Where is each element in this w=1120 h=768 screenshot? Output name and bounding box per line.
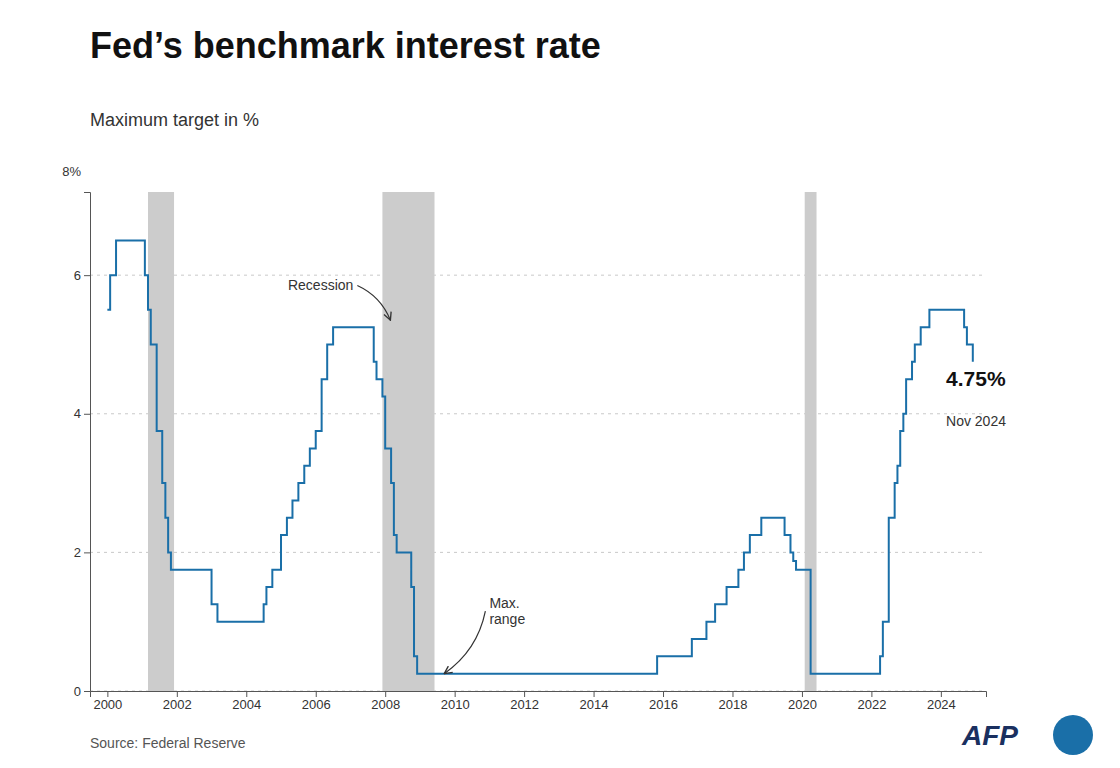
tick: 2002 [163,691,192,712]
tick-mark [246,691,247,697]
tick-label: 2010 [441,697,470,712]
tick-label: 2 [74,545,81,560]
chart-svg: 2000 2002 2004 2006 2008 2010 2012 2014 2016 2018… [0,0,1120,768]
tick-label: 2006 [302,697,331,712]
tick-mark [84,414,90,415]
tick-mark [84,275,90,276]
tick-label: 2002 [163,697,192,712]
tick: 2010 [441,691,470,712]
tick-mark [524,691,525,697]
annotation: Recession [288,277,353,293]
tick-label: 2016 [649,697,678,712]
tick: 2012 [510,691,539,712]
tick-mark [732,691,733,697]
x-axis: 2000 2002 2004 2006 2008 2010 2012 2014 2016 2018… [91,691,987,712]
tick-mark [84,691,90,692]
subtitle: Maximum target in % [90,110,259,130]
tick-label: 2018 [719,697,748,712]
tick-label: 2024 [927,697,956,712]
recession-bands [148,192,817,691]
tick-label: 6 [74,268,81,283]
tick: 2024 [927,691,956,712]
y-axis: 0 2 4 6 [74,193,91,699]
tick-label: 2012 [510,697,539,712]
tick: 2008 [371,691,400,712]
tick-label: 2004 [232,697,261,712]
tick: 0 [74,684,90,699]
tick-label: 2000 [93,697,122,712]
annotation-arrow [357,285,390,320]
axis-note: 8% [62,164,81,179]
tick-mark [107,691,108,697]
tick-mark [594,691,595,697]
tick: 2006 [302,691,331,712]
source: Source: Federal Reserve [90,735,246,751]
logo-circle [1053,715,1093,755]
annotations: 8% Recession Max.range 4.75% Nov 2024 [62,164,1006,674]
tick: 2018 [719,691,748,712]
annotation: Max.range [489,595,525,627]
tick-label: 2008 [371,697,400,712]
annotation-arrow [444,611,485,673]
recession-band [382,192,434,691]
tick-mark [871,691,872,697]
tick: 2014 [580,691,609,712]
tick-label: 2022 [857,697,886,712]
tick: 2016 [649,691,678,712]
chart-container: 2000 2002 2004 2006 2008 2010 2012 2014 2016 2018… [0,0,1120,768]
tick-mark [802,691,803,697]
tick-label: 2020 [788,697,817,712]
tick-mark [663,691,664,697]
logo-text: AFP [961,720,1018,751]
rate-line [107,241,972,674]
x-axis-line [91,692,987,698]
tick-mark [941,691,942,697]
tick-mark [84,552,90,553]
grid [90,275,986,691]
tick: 4 [74,406,90,421]
grid-line [90,275,986,276]
grid-line [90,552,986,553]
y-axis-line [84,193,91,692]
plot-area [107,192,972,691]
recession-band [148,192,174,691]
annotation: 4.75% [946,367,1006,390]
tick-mark [455,691,456,697]
tick-mark [316,691,317,697]
tick: 2004 [232,691,261,712]
annotation: Nov 2024 [946,413,1006,429]
tick-label: 2014 [580,697,609,712]
tick-label: 4 [74,406,81,421]
logo: AFP [961,715,1093,755]
tick-mark [385,691,386,697]
tick-label: 0 [74,684,81,699]
tick-mark [177,691,178,697]
tick: 2000 [93,691,122,712]
tick: 2020 [788,691,817,712]
title: Fed’s benchmark interest rate [90,25,601,66]
tick: 2 [74,545,90,560]
tick: 2022 [857,691,886,712]
grid-line [90,413,986,414]
tick: 6 [74,268,90,283]
